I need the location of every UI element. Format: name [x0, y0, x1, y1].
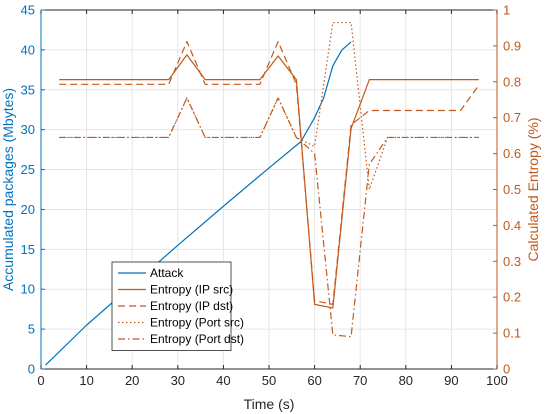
y-left-tick-label: 0: [28, 362, 35, 377]
legend-label-5: Entropy (Port dst): [150, 332, 244, 346]
y-left-tick-label: 25: [21, 162, 35, 177]
y-left-tick-label: 20: [21, 202, 35, 217]
y-left-tick-label: 45: [21, 3, 35, 18]
y-left-axis-title: Accumulated packages (Mbytes): [0, 88, 16, 291]
y-left-tick-label: 35: [21, 82, 35, 97]
x-axis-title: Time (s): [244, 396, 295, 412]
y-left-tick-label: 30: [21, 122, 35, 137]
x-tick-label: 10: [79, 373, 93, 388]
x-tick-label: 40: [216, 373, 230, 388]
y-left-tick-label: 40: [21, 42, 35, 57]
y-right-tick-label: 0.4: [503, 218, 521, 233]
axes: 0 10 20 30 40 50 60 70 80 90 100051015202530354045…: [0, 3, 541, 413]
y-right-tick-label: 0.1: [503, 326, 521, 341]
legend-label-1: Attack: [150, 266, 184, 280]
legend-label-2: Entropy (IP src): [150, 283, 233, 297]
y-right-tick-label: 1: [503, 3, 510, 18]
y-right-tick-label: 0.7: [503, 110, 521, 125]
x-tick-label: 60: [307, 373, 321, 388]
legend: Attack Entropy (IP src) Entropy (IP dst) En…: [111, 261, 244, 351]
series-line-3: [59, 40, 480, 305]
series-line-4: [59, 21, 479, 191]
y-right-tick-label: 0.5: [503, 182, 521, 197]
y-right-tick-label: 0.8: [503, 74, 521, 89]
y-right-tick-label: 0: [503, 362, 510, 377]
y-right-tick-label: 0.9: [503, 38, 521, 53]
x-tick-label: 100: [486, 373, 508, 388]
x-tick-label: 20: [125, 373, 139, 388]
x-tick-label: 30: [171, 373, 185, 388]
legend-label-4: Entropy (Port src): [150, 316, 244, 330]
legend-label-3: Entropy (IP dst): [150, 299, 233, 313]
y-right-tick-label: 0.2: [503, 290, 521, 305]
y-right-tick-label: 0.3: [503, 254, 521, 269]
y-left-tick-label: 10: [21, 282, 35, 297]
series-line-5: [59, 97, 479, 338]
x-tick-label: 0: [37, 373, 44, 388]
series-line-2: [59, 54, 479, 309]
y-right-tick-label: 0.6: [503, 146, 521, 161]
y-right-axis-title: Calculated Entropy (%): [525, 118, 541, 262]
x-tick-label: 70: [353, 373, 367, 388]
y-left-tick-label: 5: [28, 322, 35, 337]
y-left-tick-label: 15: [21, 242, 35, 257]
x-tick-label: 50: [262, 373, 276, 388]
x-tick-label: 80: [399, 373, 413, 388]
x-tick-label: 90: [444, 373, 458, 388]
